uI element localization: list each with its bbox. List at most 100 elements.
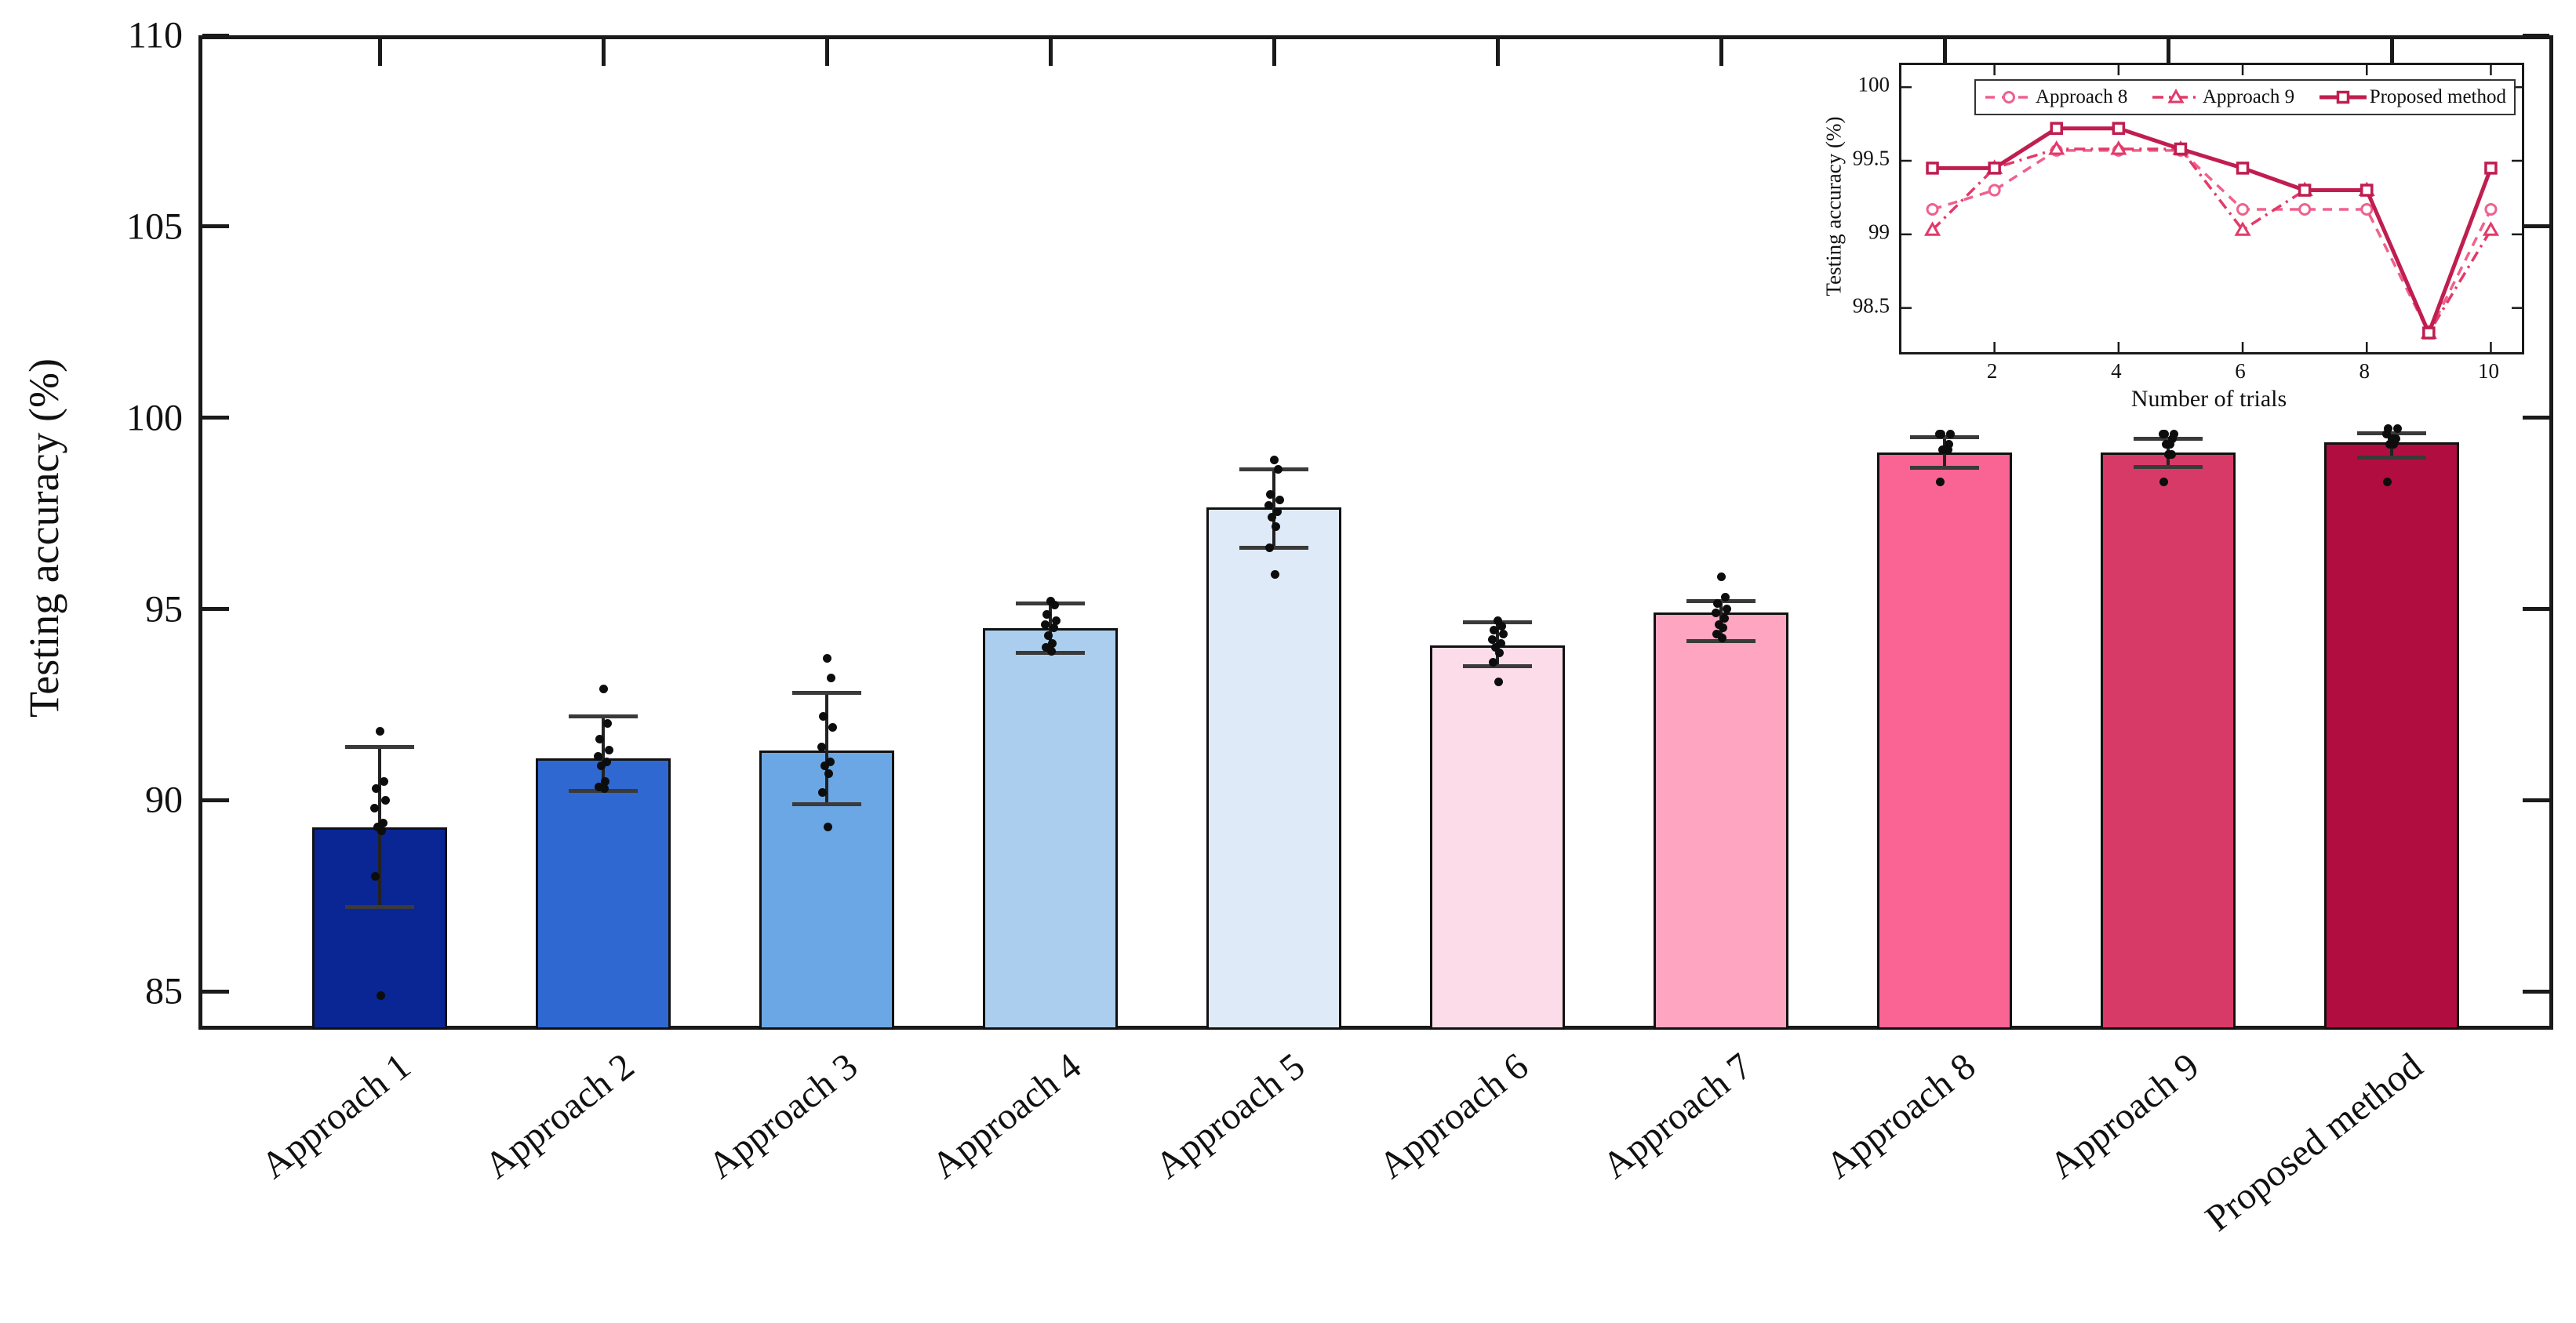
bar-proposed-method: [2324, 442, 2459, 1030]
bar-approach-5: [1206, 507, 1341, 1030]
legend-line-sample: [2319, 90, 2367, 104]
scatter-point: [1495, 649, 1504, 658]
inset-x-axis-label: Number of trials: [2130, 386, 2287, 412]
square-marker: [2112, 122, 2126, 135]
y-tick-label: 105: [126, 205, 183, 248]
bar-approach-2: [536, 758, 671, 1030]
square-marker: [1988, 162, 2001, 175]
x-axis-tick-top: [601, 39, 606, 66]
inset-line-chart: Approach 8 Approach 9 Proposed method: [1899, 63, 2524, 354]
inset-y-axis-label: Testing accuracy (%): [1821, 116, 1846, 296]
square-marker: [2298, 184, 2312, 197]
triangle-marker: [2482, 221, 2500, 236]
triangle-marker: [2167, 88, 2185, 104]
scatter-point: [599, 685, 608, 694]
error-bar-cap-bottom: [792, 801, 861, 806]
error-bar-cap-bottom: [2357, 456, 2426, 460]
scatter-point: [380, 776, 389, 786]
scatter-point: [1945, 440, 1954, 449]
square-marker: [2174, 142, 2188, 156]
scatter-point: [2164, 450, 2174, 460]
error-bar-line: [602, 716, 605, 791]
y-axis-tick-right: [2523, 798, 2549, 802]
legend-line-sample: [2152, 88, 2199, 104]
scatter-point: [1713, 598, 1723, 608]
scatter-point: [1048, 638, 1057, 648]
y-axis-tick-left: [202, 224, 229, 229]
scatter-point: [599, 784, 609, 794]
scatter-point: [825, 758, 835, 767]
scatter-point: [1935, 477, 1945, 486]
error-bar-cap-bottom: [345, 905, 414, 910]
scatter-point: [2158, 429, 2167, 438]
scatter-point: [370, 872, 380, 881]
legend-label: Approach 8: [2036, 86, 2128, 107]
scatter-point: [1941, 445, 1950, 454]
scatter-point: [1272, 522, 1281, 532]
scatter-point: [1487, 635, 1497, 645]
scatter-point: [1711, 608, 1720, 617]
scatter-point: [1274, 465, 1283, 474]
scatter-point: [1717, 633, 1726, 642]
scatter-point: [380, 795, 390, 805]
scatter-point: [1270, 570, 1279, 580]
scatter-point: [1046, 646, 1056, 656]
legend-line-sample: [1985, 91, 2032, 104]
y-axis-tick-left: [202, 989, 229, 994]
bar-approach-8: [1877, 452, 2012, 1030]
square-marker: [2236, 162, 2250, 175]
scatter-point: [1493, 616, 1502, 625]
circle-marker: [2003, 91, 2015, 104]
x-axis-tick-top: [2389, 39, 2394, 66]
error-bar-line: [825, 692, 828, 805]
scatter-point: [2381, 429, 2391, 438]
scatter-point: [602, 758, 611, 767]
square-marker: [2360, 184, 2374, 197]
legend-entry: Approach 9: [2151, 86, 2294, 108]
inset-x-tick-label: 10: [2477, 359, 2499, 383]
inset-y-tick-label: 99: [1868, 220, 1890, 244]
scatter-point: [2384, 423, 2393, 433]
y-tick-label: 85: [145, 970, 183, 1012]
x-axis-tick-top: [1942, 39, 1947, 66]
scatter-point: [823, 823, 832, 832]
scatter-point: [1719, 614, 1729, 623]
scatter-point: [822, 654, 831, 663]
inset-legend: Approach 8 Approach 9 Proposed method: [1974, 79, 2516, 115]
scatter-point: [378, 819, 387, 828]
y-axis-tick-left: [202, 607, 229, 612]
scatter-point: [1267, 512, 1276, 522]
scatter-point: [1498, 629, 1508, 638]
scatter-point: [1264, 501, 1273, 511]
square-marker: [2050, 122, 2063, 135]
error-bar-cap-top: [1239, 467, 1308, 472]
scatter-point: [1272, 507, 1282, 516]
x-axis-tick-top: [1048, 39, 1053, 66]
error-bar-cap-top: [2134, 437, 2203, 441]
y-axis-tick-left: [202, 416, 229, 420]
scatter-point: [1945, 430, 1955, 439]
scatter-point: [817, 742, 826, 751]
scatter-point: [1490, 642, 1500, 652]
y-axis-tick-left: [202, 33, 229, 38]
error-bar-cap-top: [2357, 431, 2426, 435]
scatter-point: [1934, 430, 1944, 439]
bar-approach-7: [1654, 612, 1788, 1030]
scatter-point: [2388, 434, 2397, 443]
error-bar-cap-bottom: [1463, 664, 1532, 669]
circle-marker: [2484, 202, 2498, 216]
y-axis-tick-right: [2523, 989, 2549, 994]
y-axis-tick-right: [2523, 416, 2549, 420]
scatter-point: [827, 673, 836, 682]
error-bar-cap-bottom: [1910, 465, 1979, 470]
scatter-point: [375, 727, 384, 736]
y-axis-tick-right: [2523, 33, 2549, 38]
triangle-marker: [2234, 221, 2251, 236]
scatter-point: [2389, 440, 2399, 449]
inset-y-tick-label: 100: [1857, 72, 1890, 96]
scatter-point: [1040, 620, 1050, 629]
scatter-point: [1051, 616, 1061, 625]
y-tick-label: 90: [145, 779, 183, 821]
